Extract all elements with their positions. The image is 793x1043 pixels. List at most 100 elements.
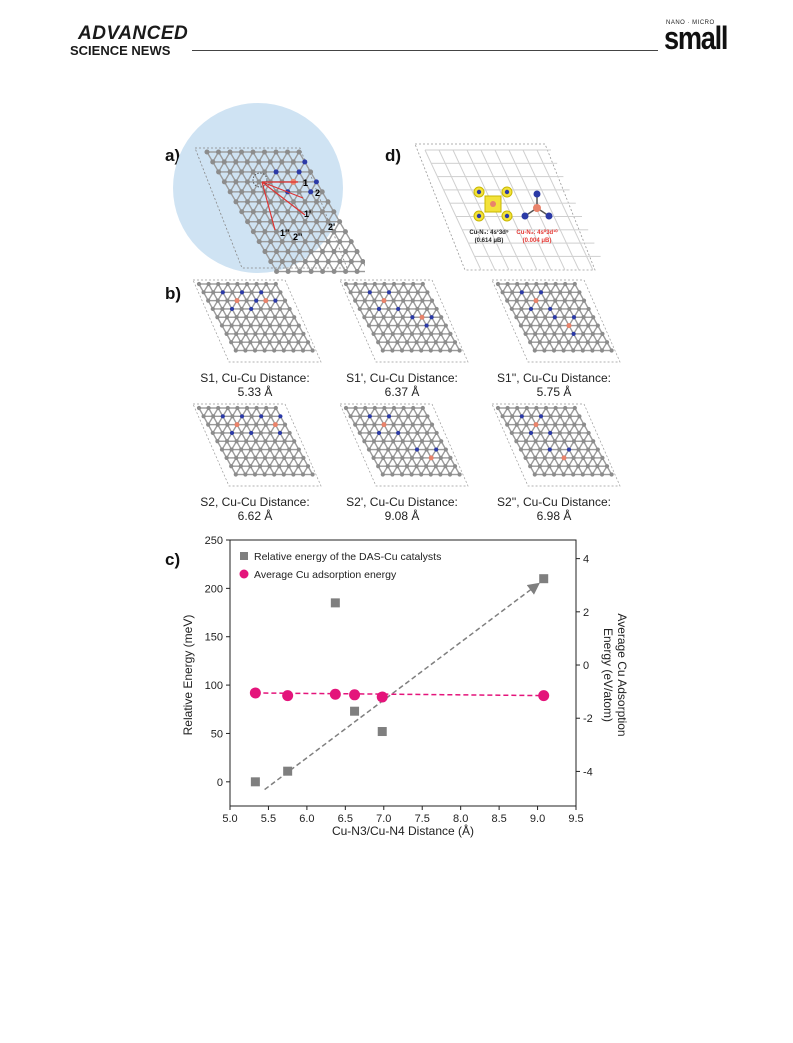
atom — [572, 298, 577, 303]
atom — [279, 219, 285, 225]
atom — [225, 281, 230, 287]
atom — [353, 281, 358, 287]
atom — [595, 447, 600, 452]
atom — [353, 422, 358, 427]
atom — [221, 179, 227, 185]
atom — [263, 298, 269, 304]
atom — [273, 149, 279, 155]
atom — [243, 472, 248, 477]
atom — [528, 306, 534, 312]
lattice-wireframe — [424, 149, 601, 270]
atom — [248, 323, 253, 328]
atom — [290, 199, 297, 205]
site-label: 1' — [304, 209, 311, 219]
atom — [533, 455, 538, 460]
atom — [557, 447, 562, 452]
atom — [234, 439, 239, 444]
y-tick-label: 50 — [211, 728, 223, 740]
atom — [291, 239, 297, 245]
atom — [239, 323, 244, 328]
cun4-moment: (0.614 μB) — [475, 238, 504, 244]
atom — [448, 455, 453, 460]
atom — [424, 306, 430, 312]
atom — [390, 348, 395, 353]
atom — [249, 414, 254, 419]
structure-distance: 6.37 Å — [384, 385, 420, 399]
atom — [581, 439, 586, 444]
atom — [396, 306, 401, 312]
atom — [366, 323, 372, 328]
atom — [556, 464, 562, 469]
atom — [331, 268, 337, 275]
atom — [285, 169, 291, 175]
atom — [291, 455, 296, 460]
atom — [249, 290, 254, 295]
panel-a-letter: a) — [165, 146, 181, 165]
atom — [229, 447, 234, 452]
atom — [514, 422, 519, 427]
atom — [566, 464, 571, 469]
atom — [372, 422, 377, 427]
atom — [261, 149, 268, 155]
atom — [215, 149, 222, 155]
atom — [562, 439, 567, 444]
atom — [286, 464, 291, 469]
atom — [572, 405, 577, 411]
atom — [524, 405, 529, 411]
atom — [253, 331, 258, 336]
atom — [314, 219, 320, 225]
atom — [248, 340, 253, 345]
atom — [600, 455, 605, 460]
adsorption-energy-point — [349, 689, 361, 701]
atom — [586, 447, 591, 452]
lattice-atoms — [343, 405, 462, 477]
atom — [331, 249, 337, 255]
atom — [580, 348, 585, 353]
y2-tick-label: 2 — [583, 607, 589, 619]
atom — [225, 422, 230, 427]
atom — [409, 331, 415, 336]
atom — [591, 315, 596, 320]
atom — [233, 199, 239, 205]
atom — [302, 239, 308, 245]
atom — [404, 464, 410, 469]
atom — [524, 298, 529, 303]
structure-s1-prime: S1', Cu-Cu Distance: 6.37 Å — [332, 276, 472, 401]
atom — [585, 340, 590, 345]
atom — [551, 472, 557, 477]
atom — [263, 422, 268, 427]
panel-d-letter: d) — [385, 146, 402, 165]
atom — [577, 290, 582, 295]
atom — [302, 219, 308, 225]
atom — [519, 290, 524, 295]
atom — [362, 439, 367, 444]
relative-energy-point — [377, 727, 387, 737]
atom — [571, 439, 577, 444]
atom — [443, 447, 448, 452]
atom — [457, 348, 462, 353]
atom — [420, 422, 425, 427]
atom — [357, 306, 362, 312]
panel-a: a) 1 2 1' 1'' 2'' 2' — [165, 90, 365, 290]
atom — [410, 422, 415, 427]
atom — [273, 209, 279, 215]
atom — [272, 422, 278, 428]
atom — [414, 323, 420, 328]
atom — [411, 281, 416, 287]
atom — [362, 298, 367, 303]
atom — [225, 298, 230, 303]
atom — [552, 455, 557, 460]
structure-name: S2', Cu-Cu Distance: — [346, 495, 458, 509]
atom — [353, 298, 358, 303]
atom — [301, 331, 306, 336]
structure-distance: 9.08 Å — [384, 509, 420, 523]
atom — [337, 259, 343, 265]
atom — [429, 422, 435, 427]
atom — [599, 348, 605, 353]
atom — [386, 323, 391, 328]
trendline-relative-energy — [264, 582, 540, 791]
atom — [609, 348, 614, 353]
atom — [371, 315, 377, 320]
atom — [385, 464, 390, 469]
atom — [390, 331, 395, 336]
